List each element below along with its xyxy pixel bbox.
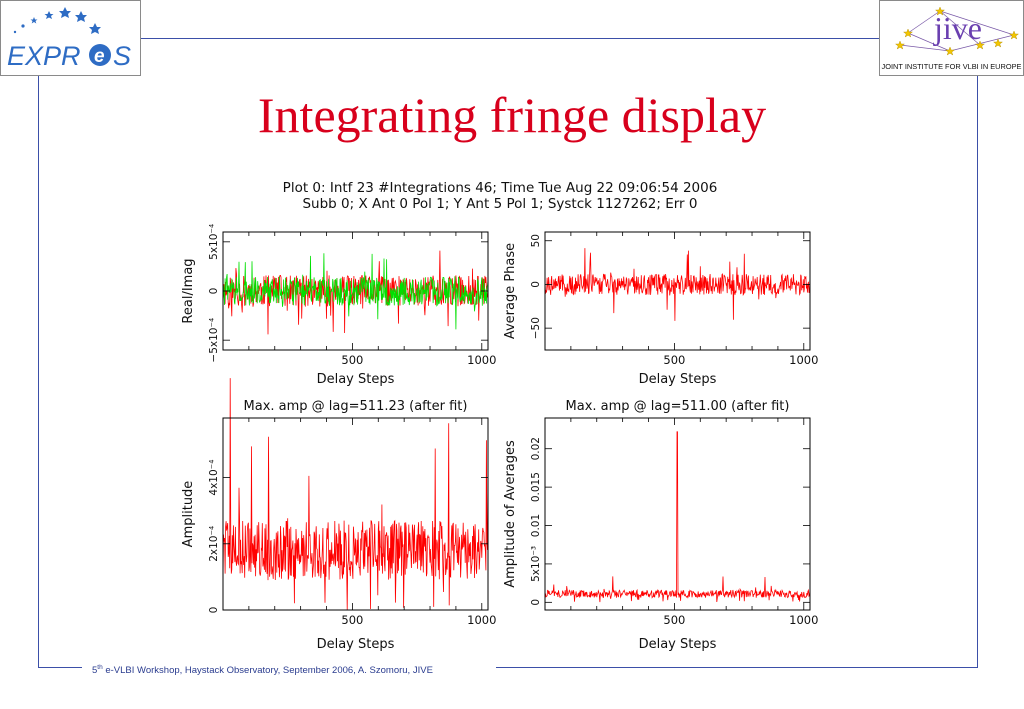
frame-right-line: [977, 74, 978, 668]
x-axis-label: Delay Steps: [317, 372, 395, 387]
expres-logo-text: EXPR: [7, 41, 81, 71]
series-line-real-imag-1: [222, 253, 489, 330]
plot-frame-amplitude-of-averages: [544, 417, 811, 611]
footer-superscript: th: [97, 664, 103, 671]
y-tick-label: 50: [530, 234, 542, 247]
y-tick-label: −5x10⁻⁴: [208, 318, 220, 363]
y-tick-label: 5x10⁻³: [530, 546, 542, 582]
frame-bottom-left-line: [38, 667, 82, 668]
y-tick-label: 0: [208, 607, 220, 614]
x-axis-label: Delay Steps: [639, 372, 717, 387]
y-tick-label: 0: [208, 288, 220, 295]
x-tick-label: 1000: [789, 613, 818, 627]
y-tick-label: 0.015: [530, 472, 542, 502]
x-tick-label: 500: [341, 353, 363, 367]
y-tick-label: 0.02: [530, 437, 542, 460]
y-tick-label: 5x10⁻⁴: [208, 224, 220, 260]
jive-logo-subtitle: JOINT INSTITUTE FOR VLBI IN EUROPE: [882, 62, 1022, 71]
series-line-average-phase-0: [544, 248, 811, 321]
y-tick-label: 4x10⁻⁴: [208, 460, 220, 496]
x-tick-label: 1000: [789, 353, 818, 367]
y-tick-label: 2x10⁻⁴: [208, 526, 220, 562]
expres-logo-e: e: [94, 46, 105, 67]
y-axis-label: Amplitude of Averages: [503, 440, 518, 588]
footer-text: e-VLBI Workshop, Haystack Observatory, S…: [102, 665, 433, 677]
slide-title: Integrating fringe display: [257, 87, 767, 143]
x-tick-label: 500: [663, 353, 685, 367]
plot-title: Max. amp @ lag=511.00 (after fit): [566, 399, 790, 414]
y-tick-label: −50: [530, 317, 542, 339]
expres-logo-s: S: [113, 41, 131, 71]
plot-frame-average-phase: [544, 231, 811, 351]
y-tick-label: 0.01: [530, 514, 542, 537]
plot-title: Max. amp @ lag=511.23 (after fit): [244, 399, 468, 414]
y-tick-label: 0: [530, 599, 542, 606]
x-tick-label: 500: [341, 613, 363, 627]
frame-bottom-right-line: [496, 667, 978, 668]
y-tick-label: 0: [530, 281, 542, 288]
frame-left-line: [38, 74, 39, 668]
footer-number: 5: [92, 665, 98, 677]
plot-header-line-2: Subb 0; X Ant 0 Pol 1; Y Ant 5 Pol 1; Sy…: [302, 196, 698, 212]
x-tick-label: 1000: [467, 353, 496, 367]
plot-header-line-1: Plot 0: Intf 23 #Integrations 46; Time T…: [282, 180, 718, 196]
x-axis-label: Delay Steps: [639, 637, 717, 652]
y-axis-label: Amplitude: [181, 481, 196, 548]
slide-footer: 5th e-VLBI Workshop, Haystack Observator…: [92, 664, 433, 676]
series-line-amplitude-of-averages-0: [544, 431, 811, 603]
y-axis-label: Real/Imag: [181, 258, 196, 323]
jive-logo-text: jive: [933, 10, 982, 46]
x-axis-label: Delay Steps: [317, 637, 395, 652]
expres-logo: EXPR e S: [0, 0, 141, 76]
x-tick-label: 500: [663, 613, 685, 627]
series-line-amplitude-0: [222, 378, 489, 610]
y-axis-label: Average Phase: [503, 243, 518, 339]
frame-top-line: [139, 38, 879, 39]
x-tick-label: 1000: [467, 613, 496, 627]
plot-frame-amplitude: [222, 417, 489, 611]
